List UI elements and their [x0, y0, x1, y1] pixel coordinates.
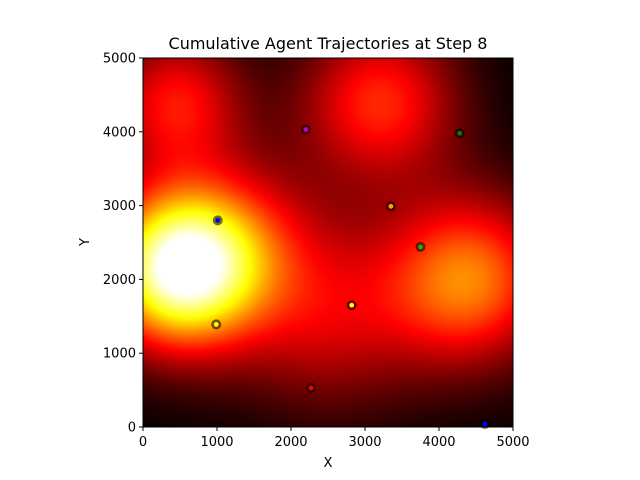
agent-point: [457, 130, 463, 136]
x-axis-ticks: 0 1000 2000 3000 4000 5000: [139, 427, 530, 450]
x-tick-label: 0: [139, 435, 147, 450]
y-tick-label: 0: [128, 421, 136, 436]
agent-marker: [300, 124, 311, 135]
x-tick-label: 1000: [200, 435, 233, 450]
y-tick-label: 3000: [103, 199, 136, 214]
x-tick-label: 2000: [274, 435, 307, 450]
x-tick-label: 4000: [422, 435, 455, 450]
agent-point: [213, 322, 219, 327]
agent-marker: [346, 300, 357, 311]
heatmap-image: [143, 58, 513, 427]
y-tick-label: 5000: [103, 52, 136, 67]
agent-marker: [454, 128, 465, 139]
agent-point: [388, 203, 394, 209]
agent-point: [418, 244, 423, 250]
y-tick-label: 1000: [103, 347, 136, 362]
y-tick-label: 2000: [103, 273, 136, 288]
agent-point: [303, 127, 309, 132]
plot-area: [142, 57, 514, 430]
x-axis-label: X: [324, 456, 333, 471]
agent-point: [215, 217, 221, 223]
y-axis-label: Y: [78, 238, 93, 247]
agent-marker: [415, 241, 426, 252]
x-tick-label: 5000: [496, 435, 529, 450]
agent-marker: [305, 382, 316, 393]
agent-marker: [479, 419, 490, 430]
agent-point: [482, 421, 488, 427]
chart-title: Cumulative Agent Trajectories at Step 8: [169, 34, 488, 53]
y-axis-ticks: 0 1000 2000 3000 4000 5000: [103, 52, 143, 436]
plot-frame: [142, 57, 514, 428]
y-tick-label: 4000: [103, 125, 136, 140]
x-tick-label: 3000: [348, 435, 381, 450]
agent-marker: [211, 319, 222, 330]
agent-marker: [212, 215, 223, 226]
agent-point: [308, 385, 314, 391]
agent-marker: [385, 201, 396, 212]
agent-point: [349, 302, 355, 308]
